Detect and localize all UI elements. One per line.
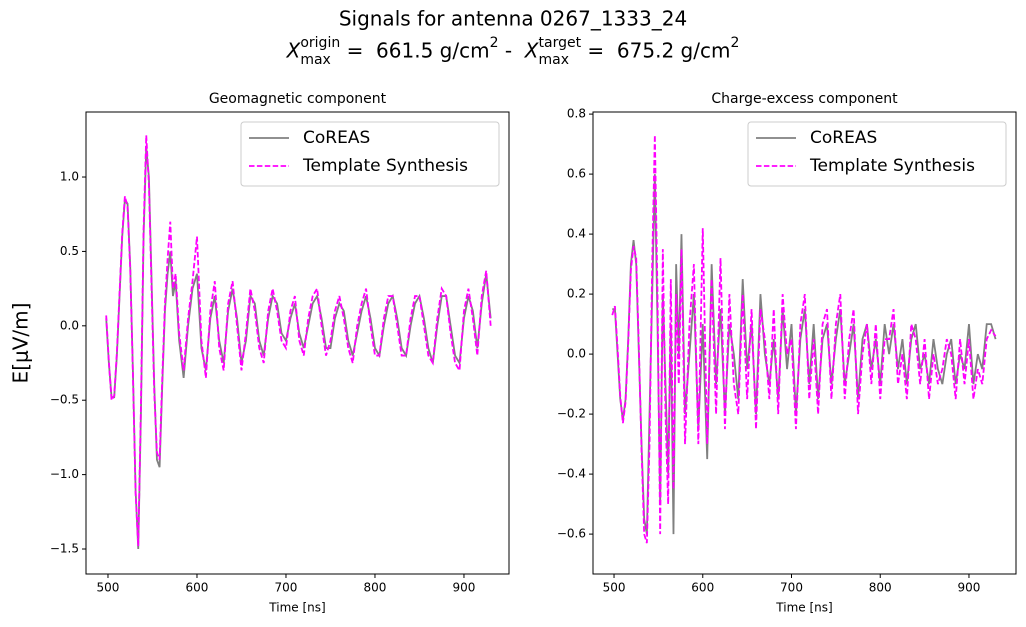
legend-label: Template Synthesis xyxy=(302,156,468,176)
legend-label: CoREAS xyxy=(303,128,370,148)
x-tick-label: 500 xyxy=(97,581,120,595)
y-tick-label: −0.6 xyxy=(557,527,586,541)
axes-frame xyxy=(592,111,1017,575)
x-tick-label: 500 xyxy=(603,581,626,595)
y-tick-label: 0.4 xyxy=(567,227,586,241)
legend-box xyxy=(747,121,1007,187)
axes-title: Charge-excess component xyxy=(711,91,898,107)
series-line xyxy=(611,135,997,544)
axes-title: Geomagnetic component xyxy=(209,91,387,107)
figure-subtitle-part: = 661.5 g/cm xyxy=(340,39,489,63)
figure-subtitle-part: max xyxy=(539,52,570,68)
y-tick-label: 0.0 xyxy=(60,318,79,332)
y-tick-label: −0.2 xyxy=(557,407,586,421)
x-tick-label: 900 xyxy=(958,581,981,595)
figure-title: Signals for antenna 0267_1333_24 xyxy=(339,7,687,31)
x-tick-label: 800 xyxy=(364,581,387,595)
y-tick-label: −1.5 xyxy=(50,542,79,556)
x-axis-label: Time [ns] xyxy=(775,601,832,615)
figure-subtitle-part: X xyxy=(286,39,302,63)
figure-subtitle-part: = 675.2 g/cm xyxy=(581,39,730,63)
y-tick-label: 0.2 xyxy=(567,287,586,301)
figure-subtitle-part: 2 xyxy=(490,35,499,51)
y-axis-label: E[μV/m] xyxy=(9,303,33,384)
x-axis-label: Time [ns] xyxy=(268,601,325,615)
x-tick-label: 700 xyxy=(780,581,803,595)
series-line xyxy=(105,135,492,547)
y-tick-label: −0.5 xyxy=(50,393,79,407)
legend-box xyxy=(240,121,500,187)
axes-frame xyxy=(85,111,510,575)
x-tick-label: 900 xyxy=(453,581,476,595)
y-tick-label: 0.6 xyxy=(567,167,586,181)
y-tick-label: 0.5 xyxy=(60,244,79,258)
figure-subtitle-part: - xyxy=(499,39,525,63)
figure-subtitle-part: target xyxy=(539,35,582,51)
figure-subtitle-part: 2 xyxy=(730,35,739,51)
figure-subtitle-part: origin xyxy=(300,35,340,51)
x-tick-label: 700 xyxy=(275,581,298,595)
series-line xyxy=(612,174,997,535)
figure-subtitle-part: X xyxy=(524,39,540,63)
legend-label: CoREAS xyxy=(810,128,877,148)
x-tick-label: 600 xyxy=(691,581,714,595)
y-tick-label: −0.4 xyxy=(557,467,586,481)
x-tick-label: 600 xyxy=(186,581,209,595)
x-tick-label: 800 xyxy=(869,581,892,595)
y-tick-label: 0.0 xyxy=(567,347,586,361)
y-tick-label: −1.0 xyxy=(50,467,79,481)
y-tick-label: 1.0 xyxy=(60,170,79,184)
y-tick-label: 0.8 xyxy=(567,107,586,121)
legend-label: Template Synthesis xyxy=(809,156,975,176)
figure-subtitle-part: max xyxy=(300,52,331,68)
